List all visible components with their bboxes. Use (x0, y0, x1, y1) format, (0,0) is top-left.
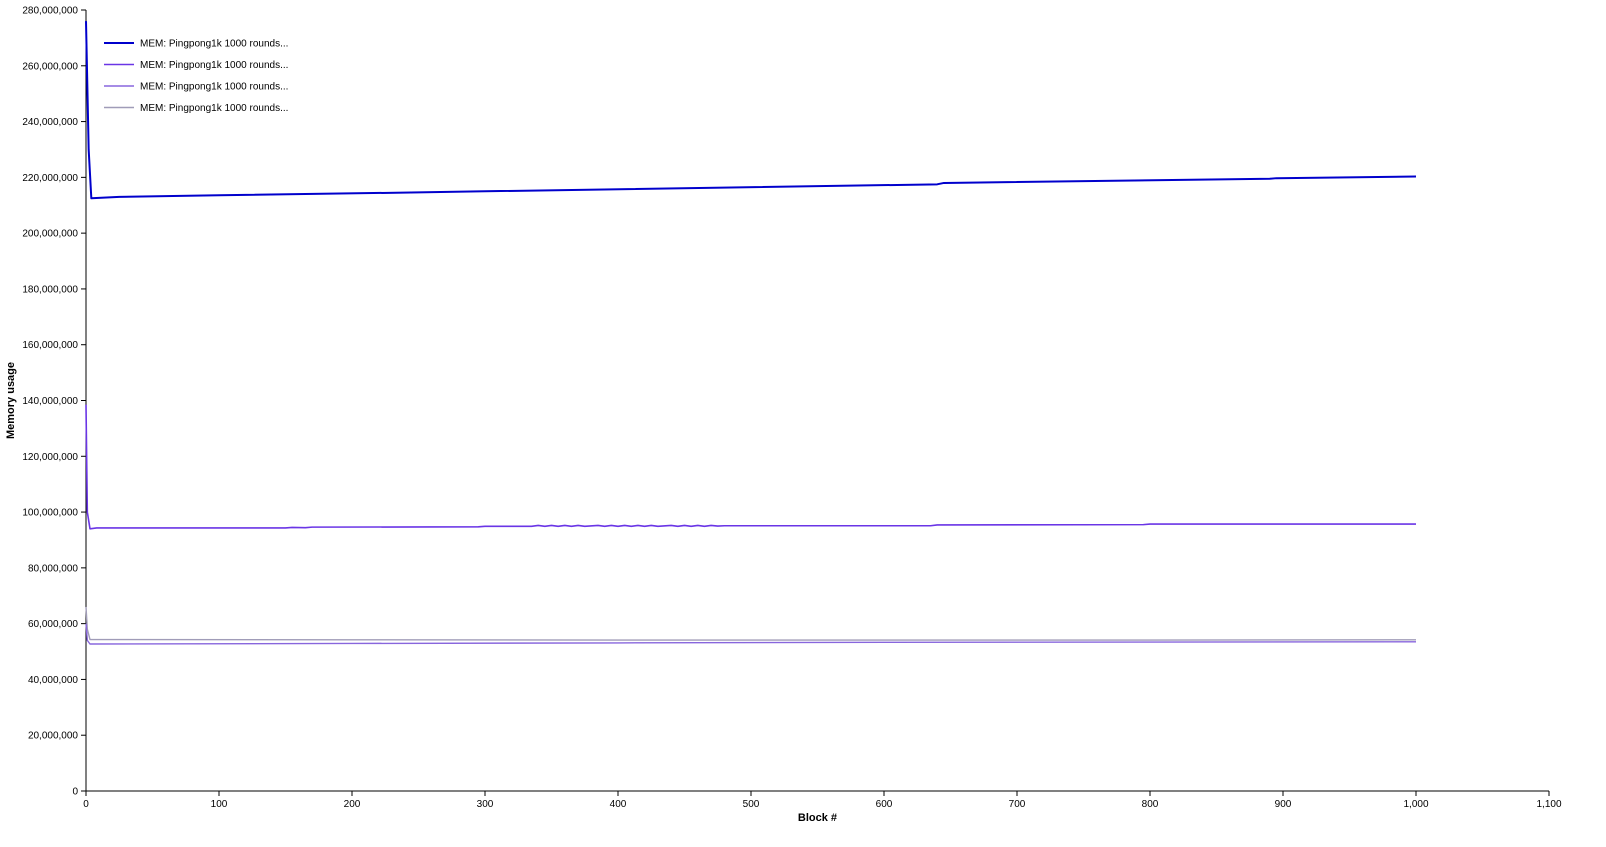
y-tick-label: 200,000,000 (22, 229, 78, 240)
x-tick-label: 200 (344, 799, 361, 810)
y-tick-label: 40,000,000 (28, 675, 78, 686)
series-line-3 (85, 623, 1417, 645)
x-tick-label: 1,100 (1536, 799, 1561, 810)
y-tick-label: 220,000,000 (22, 173, 78, 184)
y-tick-label: 280,000,000 (22, 6, 78, 17)
y-tick-label: 140,000,000 (22, 396, 78, 407)
x-tick-label: 800 (1142, 799, 1159, 810)
y-axis-title: Memory usage (5, 362, 17, 439)
x-tick-label: 500 (743, 799, 760, 810)
legend: MEM: Pingpong1k 1000 rounds... MEM: Pingp… (104, 39, 288, 114)
x-tick-label: 300 (477, 799, 494, 810)
y-tick-label: 100,000,000 (22, 508, 78, 519)
x-tick-label: 1,000 (1403, 799, 1428, 810)
y-tick-label: 60,000,000 (28, 619, 78, 630)
x-axis: 0 100 200 300 400 500 600 700 800 900 1,000 1,100 (83, 790, 1562, 810)
x-tick-label: 700 (1009, 799, 1026, 810)
y-tick-label: 160,000,000 (22, 340, 78, 351)
x-axis-title: Block # (798, 812, 837, 824)
series-line-2 (85, 404, 1416, 530)
x-tick-label: 400 (610, 799, 627, 810)
series-line-4 (85, 606, 1417, 641)
x-tick-label: 600 (876, 799, 893, 810)
y-axis: 0 20,000,000 40,000,000 60,000,000 80,000,00… (22, 6, 87, 798)
y-tick-label: 80,000,000 (28, 563, 78, 574)
x-tick-label: 0 (83, 799, 89, 810)
y-tick-label: 180,000,000 (22, 284, 78, 295)
x-tick-label: 900 (1275, 799, 1292, 810)
legend-label-1: MEM: Pingpong1k 1000 rounds... (140, 39, 288, 50)
y-tick-label: 240,000,000 (22, 117, 78, 128)
x-tick-label: 100 (211, 799, 228, 810)
plot-area (85, 21, 1417, 645)
y-tick-label: 0 (72, 787, 78, 798)
y-tick-label: 120,000,000 (22, 452, 78, 463)
legend-label-4: MEM: Pingpong1k 1000 rounds... (140, 103, 288, 114)
legend-label-2: MEM: Pingpong1k 1000 rounds... (140, 60, 288, 71)
y-tick-label: 20,000,000 (28, 731, 78, 742)
y-tick-label: 260,000,000 (22, 61, 78, 72)
legend-label-3: MEM: Pingpong1k 1000 rounds... (140, 82, 288, 93)
series-line-1 (85, 21, 1417, 200)
